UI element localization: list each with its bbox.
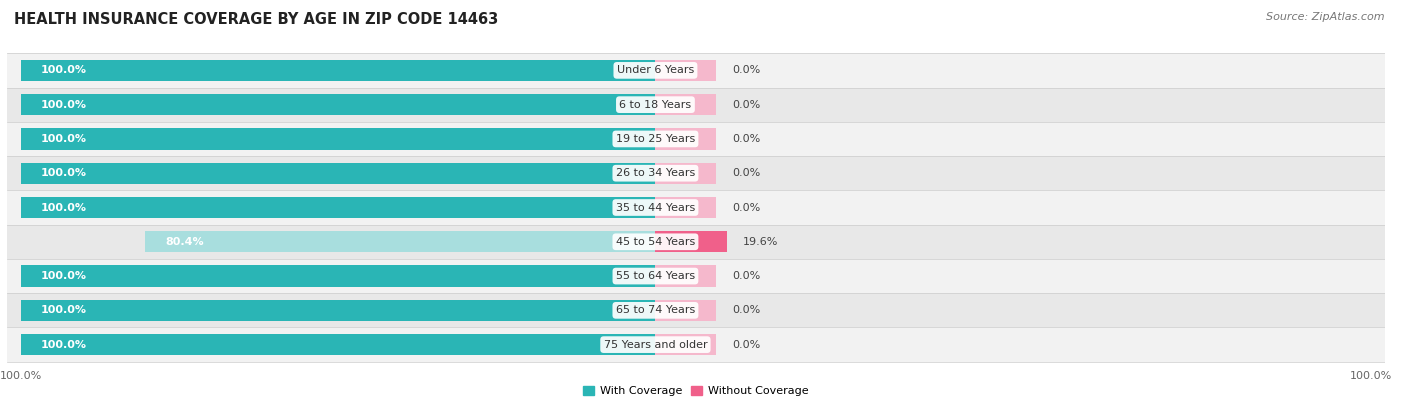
Bar xyxy=(7,88,1385,122)
Bar xyxy=(655,300,716,321)
Text: 100.0%: 100.0% xyxy=(41,134,87,144)
Bar xyxy=(21,94,655,115)
Bar xyxy=(655,266,716,287)
Bar xyxy=(7,225,1385,259)
Text: 0.0%: 0.0% xyxy=(733,66,761,76)
Bar xyxy=(7,293,1385,327)
Bar xyxy=(655,334,716,355)
Text: 0.0%: 0.0% xyxy=(733,168,761,178)
Text: 100.0%: 100.0% xyxy=(41,203,87,212)
Text: 100.0%: 100.0% xyxy=(41,66,87,76)
Text: 26 to 34 Years: 26 to 34 Years xyxy=(616,168,695,178)
Text: 0.0%: 0.0% xyxy=(733,203,761,212)
Bar xyxy=(655,197,716,218)
Text: 6 to 18 Years: 6 to 18 Years xyxy=(620,100,692,110)
Bar xyxy=(655,163,716,184)
Bar xyxy=(21,60,655,81)
Text: 80.4%: 80.4% xyxy=(166,237,204,247)
Bar xyxy=(7,122,1385,156)
Legend: With Coverage, Without Coverage: With Coverage, Without Coverage xyxy=(579,381,813,400)
Bar xyxy=(655,231,727,252)
Bar xyxy=(21,197,655,218)
Bar xyxy=(655,60,716,81)
Bar xyxy=(7,259,1385,293)
Bar xyxy=(7,53,1385,88)
Bar xyxy=(7,190,1385,225)
Text: 0.0%: 0.0% xyxy=(733,339,761,349)
Text: 0.0%: 0.0% xyxy=(733,100,761,110)
Bar xyxy=(21,266,655,287)
Bar xyxy=(21,334,655,355)
Text: 100.0%: 100.0% xyxy=(41,339,87,349)
Text: 75 Years and older: 75 Years and older xyxy=(603,339,707,349)
Bar xyxy=(21,163,655,184)
Bar xyxy=(655,128,716,149)
Bar xyxy=(21,128,655,149)
Text: 65 to 74 Years: 65 to 74 Years xyxy=(616,305,695,315)
Bar xyxy=(655,94,716,115)
Text: 0.0%: 0.0% xyxy=(733,134,761,144)
Text: 19.6%: 19.6% xyxy=(744,237,779,247)
Text: 100.0%: 100.0% xyxy=(41,305,87,315)
Text: 100.0%: 100.0% xyxy=(41,271,87,281)
Bar xyxy=(145,231,655,252)
Bar xyxy=(21,300,655,321)
Text: 19 to 25 Years: 19 to 25 Years xyxy=(616,134,695,144)
Text: Source: ZipAtlas.com: Source: ZipAtlas.com xyxy=(1267,12,1385,22)
Text: 0.0%: 0.0% xyxy=(733,305,761,315)
Text: Under 6 Years: Under 6 Years xyxy=(617,66,695,76)
Text: 100.0%: 100.0% xyxy=(41,100,87,110)
Text: 100.0%: 100.0% xyxy=(41,168,87,178)
Text: HEALTH INSURANCE COVERAGE BY AGE IN ZIP CODE 14463: HEALTH INSURANCE COVERAGE BY AGE IN ZIP … xyxy=(14,12,498,27)
Text: 55 to 64 Years: 55 to 64 Years xyxy=(616,271,695,281)
Text: 35 to 44 Years: 35 to 44 Years xyxy=(616,203,695,212)
Bar xyxy=(7,156,1385,190)
Text: 45 to 54 Years: 45 to 54 Years xyxy=(616,237,695,247)
Bar xyxy=(7,327,1385,362)
Text: 0.0%: 0.0% xyxy=(733,271,761,281)
